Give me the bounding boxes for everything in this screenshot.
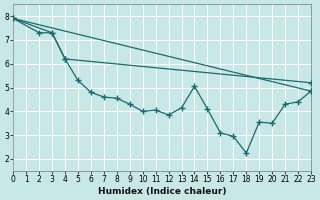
X-axis label: Humidex (Indice chaleur): Humidex (Indice chaleur) [98, 187, 226, 196]
